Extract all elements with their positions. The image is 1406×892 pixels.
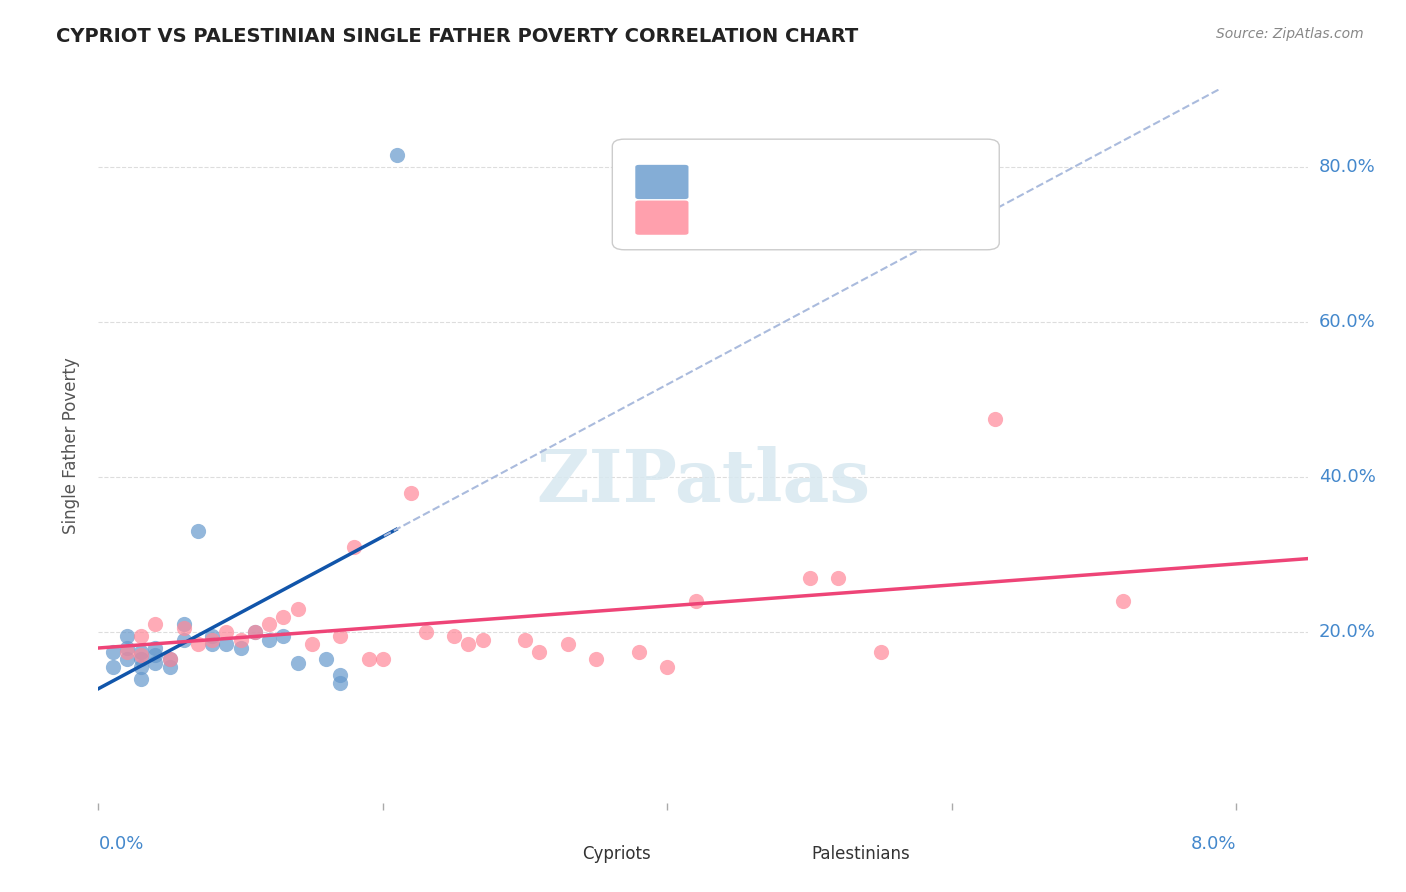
- Point: [229, 632, 252, 647]
- Point: [827, 571, 849, 585]
- Text: ZIPatlas: ZIPatlas: [536, 446, 870, 517]
- FancyBboxPatch shape: [754, 838, 807, 872]
- Point: [101, 660, 124, 674]
- Point: [101, 644, 124, 658]
- Text: N =: N =: [827, 209, 863, 227]
- Text: 0.468: 0.468: [758, 173, 810, 191]
- Text: Source: ZipAtlas.com: Source: ZipAtlas.com: [1216, 27, 1364, 41]
- Point: [457, 637, 479, 651]
- FancyBboxPatch shape: [636, 165, 689, 199]
- Text: 0.0%: 0.0%: [98, 835, 143, 853]
- Point: [187, 637, 209, 651]
- Point: [143, 640, 166, 655]
- Point: [173, 621, 195, 635]
- Point: [143, 648, 166, 663]
- Point: [329, 668, 352, 682]
- Text: R =: R =: [699, 173, 735, 191]
- Point: [115, 644, 138, 658]
- Point: [371, 652, 394, 666]
- Point: [343, 540, 366, 554]
- Point: [287, 602, 309, 616]
- Point: [129, 644, 152, 658]
- Point: [529, 644, 551, 658]
- Text: N =: N =: [827, 173, 863, 191]
- Text: 20.0%: 20.0%: [1319, 624, 1375, 641]
- Point: [443, 629, 465, 643]
- Point: [129, 629, 152, 643]
- Point: [129, 648, 152, 663]
- Point: [159, 652, 181, 666]
- Point: [115, 629, 138, 643]
- FancyBboxPatch shape: [524, 838, 578, 872]
- Point: [415, 625, 437, 640]
- Text: 0.228: 0.228: [758, 209, 810, 227]
- Point: [273, 629, 295, 643]
- Point: [515, 632, 537, 647]
- Point: [173, 632, 195, 647]
- Point: [115, 640, 138, 655]
- Y-axis label: Single Father Poverty: Single Father Poverty: [62, 358, 80, 534]
- Text: 29: 29: [879, 173, 901, 191]
- Point: [273, 609, 295, 624]
- Point: [143, 617, 166, 632]
- Point: [799, 571, 821, 585]
- Point: [201, 637, 224, 651]
- Point: [385, 148, 408, 162]
- Point: [257, 632, 280, 647]
- Point: [357, 652, 380, 666]
- Point: [401, 485, 423, 500]
- Text: R =: R =: [699, 209, 735, 227]
- Point: [471, 632, 494, 647]
- Point: [315, 652, 337, 666]
- Point: [329, 629, 352, 643]
- Point: [685, 594, 707, 608]
- Point: [201, 629, 224, 643]
- Text: 40.0%: 40.0%: [1319, 468, 1375, 486]
- Text: CYPRIOT VS PALESTINIAN SINGLE FATHER POVERTY CORRELATION CHART: CYPRIOT VS PALESTINIAN SINGLE FATHER POV…: [56, 27, 859, 45]
- Point: [129, 660, 152, 674]
- Point: [215, 625, 238, 640]
- Text: Palestinians: Palestinians: [811, 846, 911, 863]
- Point: [143, 656, 166, 670]
- FancyBboxPatch shape: [613, 139, 1000, 250]
- Point: [657, 660, 679, 674]
- Text: 60.0%: 60.0%: [1319, 313, 1375, 331]
- Point: [983, 412, 1005, 426]
- Point: [257, 617, 280, 632]
- Point: [215, 637, 238, 651]
- Point: [129, 672, 152, 686]
- Point: [287, 656, 309, 670]
- Point: [115, 652, 138, 666]
- Point: [869, 644, 891, 658]
- Text: Cypriots: Cypriots: [582, 846, 651, 863]
- Text: 80.0%: 80.0%: [1319, 158, 1375, 176]
- FancyBboxPatch shape: [636, 201, 689, 235]
- Point: [129, 652, 152, 666]
- Point: [201, 632, 224, 647]
- Point: [173, 617, 195, 632]
- Point: [627, 644, 650, 658]
- Text: 36: 36: [879, 209, 901, 227]
- Point: [187, 524, 209, 539]
- Point: [585, 652, 607, 666]
- Point: [557, 637, 579, 651]
- Point: [229, 640, 252, 655]
- Point: [329, 675, 352, 690]
- Text: 8.0%: 8.0%: [1191, 835, 1236, 853]
- Point: [159, 652, 181, 666]
- Point: [301, 637, 323, 651]
- Point: [243, 625, 266, 640]
- Point: [159, 660, 181, 674]
- Point: [1111, 594, 1133, 608]
- Point: [243, 625, 266, 640]
